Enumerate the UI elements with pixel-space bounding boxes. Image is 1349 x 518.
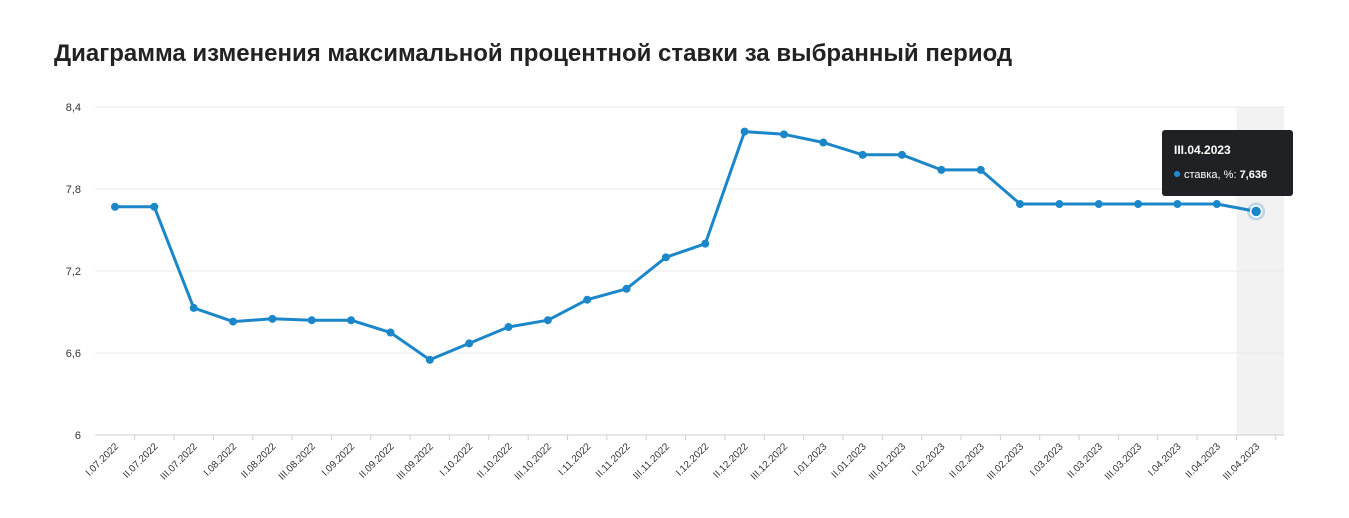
data-point [1212,200,1221,209]
data-point [347,316,356,325]
data-point [150,202,159,211]
data-point [465,339,474,348]
data-point [1055,200,1064,209]
x-tick-label: II.11.2022 [594,441,633,480]
data-point [111,202,119,211]
data-point [622,284,631,293]
x-tick-label: III.01.2023 [867,441,909,483]
data-point [779,130,788,139]
data-point [307,316,316,325]
x-tick-label: II.07.2022 [121,441,161,481]
x-tick-label: III.08.2022 [277,441,319,483]
x-tick-label: I.12.2022 [674,441,712,479]
x-tick-label: III.07.2022 [159,441,201,483]
data-point [976,165,985,174]
data-point [1134,200,1143,209]
x-tick-label: I.04.2023 [1146,441,1184,479]
data-point [229,317,238,326]
x-tick-label: I.02.2023 [910,441,948,479]
y-tick-label: 8,4 [66,102,81,114]
grid-lines [95,106,1284,436]
x-tick-label: II.08.2022 [239,441,279,481]
tooltip-date: III.04.2023 [1174,143,1231,157]
y-tick-label: 7,8 [66,184,81,196]
data-point [386,328,395,337]
data-point [1173,200,1182,209]
highlighted-data-point [1249,205,1263,218]
x-tick-label: I.10.2022 [438,441,476,479]
data-point [425,355,434,364]
data-point [1016,200,1025,209]
x-tick-label: III.04.2023 [1221,441,1263,483]
data-point [898,150,906,159]
data-point [583,295,592,304]
x-tick-label: II.09.2022 [357,441,397,481]
data-point [937,165,946,174]
x-tick-label: II.03.2023 [1066,441,1106,481]
data-point [661,253,670,262]
y-tick-label: 7,2 [66,266,81,278]
y-axis: 6 6,6 7,2 7,8 8,4 [66,102,81,442]
x-tick-label: III.12.2022 [749,441,791,483]
x-tick-label: I.01.2023 [792,441,830,479]
x-tick-label: I.11.2022 [557,441,594,478]
tooltip-row: ставка, %: 7,636 [1174,168,1281,182]
tooltip: III.04.2023 ставка, %: 7,636 [1162,130,1293,196]
x-tick-label: II.02.2023 [948,441,988,481]
series-line [113,130,1258,362]
x-tick-label: I.07.2022 [84,441,122,479]
x-tick-label: I.08.2022 [202,441,240,479]
chart-title: Диаграмма изменения максимальной процент… [54,40,1013,67]
x-tick-label: III.11.2022 [631,441,672,482]
y-tick-label: 6 [75,430,81,442]
y-tick-label: 6,6 [66,348,81,360]
data-point [504,323,513,332]
x-tick-label: II.01.2023 [830,441,870,481]
series-marker-icon [1174,171,1180,177]
tooltip-value: 7,636 [1239,169,1268,181]
data-point [740,127,749,136]
x-tick-label: I.09.2022 [320,441,358,479]
data-point [1094,200,1103,209]
x-tick-label: III.02.2023 [985,441,1027,483]
data-point [858,150,867,159]
data-point [543,316,552,325]
x-tick-label: III.03.2023 [1103,441,1145,483]
data-points [111,127,1266,364]
data-point [819,138,828,147]
x-tick-label: I.03.2023 [1028,441,1066,479]
x-tick-label: III.09.2022 [395,441,437,483]
x-tick-label: II.10.2022 [475,441,515,481]
data-point [268,314,277,323]
x-tick-label: II.12.2022 [711,441,751,481]
x-tick-label: II.04.2023 [1184,441,1224,481]
tooltip-series-label: ставка, %: [1184,169,1237,181]
data-point [189,303,198,312]
data-point [701,239,710,248]
x-tick-label: III.10.2022 [513,441,555,483]
